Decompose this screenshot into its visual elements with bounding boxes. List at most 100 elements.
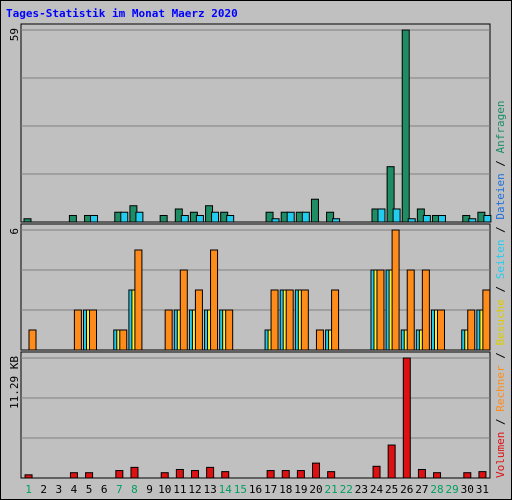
plot-area-bottom <box>20 351 491 479</box>
bar-volumen-day-12 <box>190 470 199 479</box>
bar-volumen-day-5 <box>85 472 94 479</box>
page-title: Tages-Statistik im Monat Maerz 2020 <box>6 7 238 20</box>
bar-dateien-day-12 <box>195 214 204 223</box>
bar-rechner-day-28 <box>436 309 445 351</box>
x-day-label-31: 31 <box>476 483 489 496</box>
bar-volumen-day-21 <box>327 471 336 479</box>
x-day-label-27: 27 <box>415 483 428 496</box>
x-day-label-1: 1 <box>25 483 32 496</box>
x-day-label-19: 19 <box>294 483 307 496</box>
legend-separator: / <box>494 153 507 173</box>
plot-area-top <box>20 23 491 223</box>
bar-dateien-day-13 <box>211 211 220 223</box>
legend-separator: / <box>494 220 507 240</box>
bar-dateien-day-17 <box>271 218 280 223</box>
bar-rechner-day-25 <box>391 229 400 351</box>
x-day-label-13: 13 <box>203 483 216 496</box>
bar-anfragen-day-4 <box>68 214 77 223</box>
x-day-label-7: 7 <box>116 483 123 496</box>
bar-anfragen-day-25 <box>386 166 395 223</box>
x-day-label-28: 28 <box>430 483 443 496</box>
x-day-label-8: 8 <box>131 483 138 496</box>
y-max-label-middle: 6 <box>8 228 21 235</box>
bar-dateien-day-31 <box>483 214 492 223</box>
x-day-label-18: 18 <box>279 483 292 496</box>
bar-rechner-day-10 <box>164 309 173 351</box>
bar-volumen-day-11 <box>175 468 184 479</box>
bar-rechner-day-8 <box>134 249 143 351</box>
x-day-label-29: 29 <box>446 483 459 496</box>
x-day-label-3: 3 <box>56 483 63 496</box>
x-day-label-6: 6 <box>101 483 108 496</box>
bar-volumen-day-20 <box>312 462 321 479</box>
legend-anfragen: Anfragen <box>494 100 507 153</box>
legend-separator: / <box>494 412 507 432</box>
bar-volumen-day-7 <box>115 470 124 479</box>
bar-rechner-day-26 <box>406 269 415 351</box>
bar-anfragen-day-20 <box>310 198 319 223</box>
bar-dateien-day-26 <box>407 218 416 223</box>
bar-rechner-day-31 <box>482 289 491 351</box>
bar-anfragen-day-26 <box>401 29 410 223</box>
bar-dateien-day-30 <box>468 218 477 223</box>
bar-dateien-day-24 <box>377 208 386 223</box>
bar-volumen-day-17 <box>266 470 275 479</box>
bar-dateien-day-8 <box>135 211 144 223</box>
x-day-label-2: 2 <box>40 483 47 496</box>
bar-dateien-day-19 <box>301 211 310 223</box>
right-legend: Volumen / Rechner / Besuche / Seiten / D… <box>494 100 507 478</box>
x-day-label-5: 5 <box>86 483 93 496</box>
bar-volumen-day-27 <box>417 468 426 479</box>
bar-rechner-day-27 <box>421 269 430 351</box>
bar-rechner-day-11 <box>179 269 188 351</box>
x-day-label-23: 23 <box>355 483 368 496</box>
bar-dateien-day-11 <box>180 214 189 223</box>
x-day-label-15: 15 <box>234 483 247 496</box>
x-day-label-4: 4 <box>71 483 78 496</box>
legend-besuche: Besuche <box>494 299 507 345</box>
bar-rechner-day-7 <box>119 329 128 351</box>
bar-rechner-day-24 <box>376 269 385 351</box>
bar-rechner-day-19 <box>300 289 309 351</box>
bar-rechner-day-30 <box>467 309 476 351</box>
legend-dateien: Dateien <box>494 173 507 219</box>
bar-anfragen-day-1 <box>23 218 32 223</box>
bar-rechner-day-4 <box>73 309 82 351</box>
bar-volumen-day-1 <box>24 474 33 479</box>
legend-separator: / <box>494 279 507 299</box>
x-day-label-21: 21 <box>325 483 338 496</box>
bar-rechner-day-17 <box>270 289 279 351</box>
x-day-label-11: 11 <box>173 483 186 496</box>
x-day-label-25: 25 <box>385 483 398 496</box>
x-day-label-26: 26 <box>400 483 413 496</box>
legend-rechner: Rechner <box>494 365 507 412</box>
bar-rechner-day-13 <box>210 249 219 351</box>
bar-anfragen-day-10 <box>159 214 168 223</box>
bar-volumen-day-8 <box>130 466 139 479</box>
bar-dateien-day-25 <box>392 208 401 223</box>
bar-dateien-day-7 <box>120 211 129 223</box>
x-day-label-24: 24 <box>370 483 384 496</box>
x-day-label-20: 20 <box>309 483 322 496</box>
y-max-label-bottom: 11.29 KB <box>8 356 21 409</box>
bar-volumen-day-31 <box>478 471 487 479</box>
bar-dateien-day-27 <box>422 214 431 223</box>
bar-dateien-day-21 <box>332 218 341 223</box>
bar-rechner-day-12 <box>194 289 203 351</box>
legend-volumen: Volumen <box>494 432 507 478</box>
x-day-label-16: 16 <box>249 483 262 496</box>
bar-volumen-day-14 <box>221 471 230 479</box>
bar-dateien-day-18 <box>286 211 295 223</box>
bar-volumen-day-24 <box>372 465 381 479</box>
bar-dateien-day-28 <box>437 214 446 223</box>
x-day-label-14: 14 <box>219 483 233 496</box>
bar-rechner-day-21 <box>331 289 340 351</box>
bar-anfragen-day-17 <box>265 211 274 223</box>
bar-dateien-day-14 <box>226 214 235 223</box>
x-day-label-9: 9 <box>146 483 153 496</box>
bar-rechner-day-20 <box>315 329 324 351</box>
bar-rechner-day-5 <box>89 309 98 351</box>
x-day-label-30: 30 <box>461 483 474 496</box>
bar-rechner-day-18 <box>285 289 294 351</box>
